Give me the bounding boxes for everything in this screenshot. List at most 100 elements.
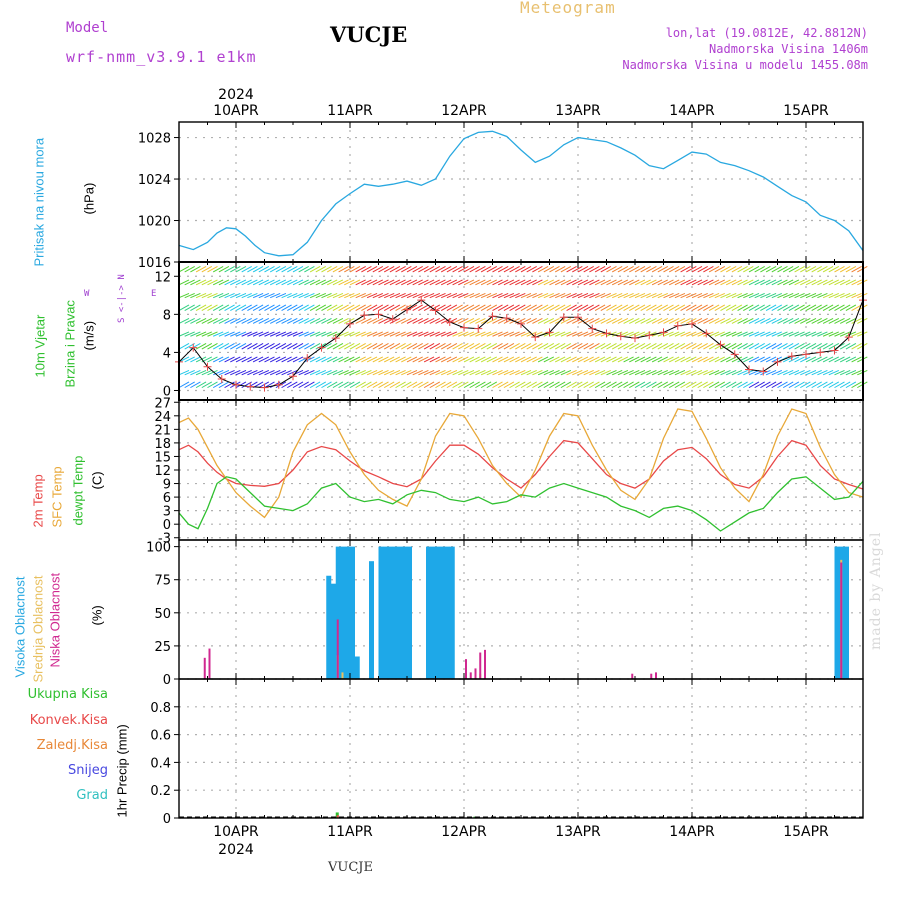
y-tick-label: 0 <box>163 384 171 399</box>
wind-barb <box>606 292 617 299</box>
wind-barb <box>383 381 395 389</box>
wind-barb <box>395 381 406 389</box>
wind-barb <box>224 279 235 286</box>
wind-barb <box>543 279 555 286</box>
wind-barb <box>572 331 583 337</box>
wind-barb <box>771 292 782 299</box>
y-tick-label: 1020 <box>138 215 171 230</box>
wind-speed-point <box>260 383 269 392</box>
wind-barb <box>594 369 606 376</box>
wind-barb <box>184 356 195 363</box>
top-axis-day-label: 10APR <box>213 103 259 119</box>
wind-barb <box>446 279 458 286</box>
top-axis-day-label: 11APR <box>327 103 373 119</box>
wind-barb <box>344 279 355 286</box>
wind-barb <box>344 266 355 273</box>
wind-barb <box>372 369 383 376</box>
wind-barb <box>577 356 589 363</box>
wind-barb <box>754 266 765 273</box>
bar-3-2 <box>840 562 843 679</box>
wind-barb <box>594 342 606 350</box>
wind-barb <box>537 292 549 299</box>
wind-barb <box>691 304 703 311</box>
wind-barb <box>537 381 549 389</box>
wind-barb <box>361 304 372 311</box>
wind-barb <box>378 304 389 311</box>
wind-barb <box>235 304 247 311</box>
wind-barb <box>309 369 321 376</box>
wind-barb <box>355 266 366 273</box>
wind-barb <box>190 356 201 363</box>
wind-barb <box>589 356 600 363</box>
wind-barb <box>743 381 754 389</box>
wind-barb <box>577 292 589 299</box>
wind-barb <box>326 381 338 389</box>
wind-barb <box>298 342 309 350</box>
wind-barb <box>646 381 657 389</box>
bar-3-2 <box>208 648 211 679</box>
wind-barb <box>230 266 241 273</box>
wind-barb <box>640 381 651 389</box>
wind-barb <box>241 342 252 350</box>
wind-barb <box>663 342 674 350</box>
wind-barb <box>663 317 674 324</box>
wind-barb <box>720 369 731 376</box>
wind-barb <box>241 304 252 311</box>
wind-barb <box>634 342 646 350</box>
wind-barb <box>817 342 828 350</box>
wind-barb <box>708 317 720 324</box>
wind-barb <box>566 266 577 273</box>
wind-barb <box>435 331 446 337</box>
wind-barb <box>469 342 480 350</box>
wind-barb <box>247 342 258 350</box>
wind-barb <box>503 304 515 311</box>
wind-barb <box>190 381 201 389</box>
wind-barb <box>258 266 270 273</box>
wind-barb <box>720 342 731 350</box>
bar-3-2 <box>479 652 482 679</box>
bottom-axis-day-label: 14APR <box>669 824 715 840</box>
wind-barb <box>338 331 349 337</box>
wind-barb <box>782 381 794 389</box>
wind-barb <box>281 369 292 376</box>
wind-barb <box>583 331 594 337</box>
wind-barb <box>731 292 743 299</box>
coords-label: lon,lat (19.0812E, 42.8812N) <box>665 26 868 40</box>
wind-barb <box>708 331 720 337</box>
wind-barb <box>224 266 235 273</box>
wind-barb <box>275 331 287 337</box>
wind-barb <box>623 317 634 324</box>
wind-barb <box>395 317 406 324</box>
wind-barb <box>287 317 298 324</box>
wind-barb <box>418 342 429 350</box>
wind-barb <box>264 279 275 286</box>
wind-barb <box>703 369 714 376</box>
wind-barb <box>743 266 754 273</box>
wind-barb <box>520 317 532 324</box>
wind-barb <box>805 292 817 299</box>
y-tick-label: 75 <box>154 574 171 589</box>
wind-barb <box>429 331 440 337</box>
wind-barb <box>771 304 783 311</box>
wind-barb <box>589 266 600 273</box>
wind-barb <box>224 369 235 376</box>
wind-barb <box>629 331 640 337</box>
wind-barb <box>349 356 361 363</box>
wind-barb <box>184 317 195 324</box>
wind-barb <box>509 279 520 286</box>
wind-barb <box>800 279 811 286</box>
wind-barb <box>275 356 287 363</box>
wind-barb <box>458 331 469 337</box>
wind-barb <box>349 279 361 286</box>
wind-barb <box>469 356 480 363</box>
bottom-axis-day-label: 13APR <box>555 824 601 840</box>
wind-barb <box>703 304 714 311</box>
wind-barb <box>788 342 800 350</box>
wind-barb <box>406 331 418 337</box>
wind-barb <box>361 317 372 324</box>
bar-3-0 <box>350 546 355 679</box>
wind-barb <box>423 279 435 286</box>
wind-barb <box>446 381 458 389</box>
wind-barb <box>674 279 686 286</box>
wind-barb <box>822 381 834 389</box>
